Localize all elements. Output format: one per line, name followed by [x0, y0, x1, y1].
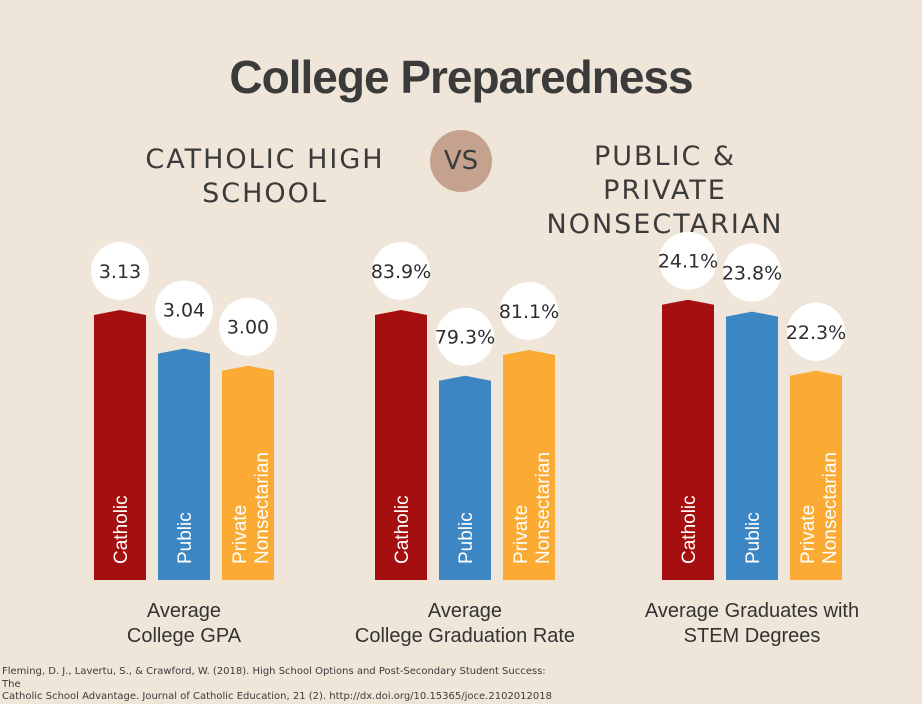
bar-private [790, 370, 842, 580]
page-title: College Preparedness [229, 51, 693, 103]
catholic-heading-line2: SCHOOL [202, 178, 328, 209]
bar-category-line: Public [175, 512, 196, 564]
bar-category-line: Catholic [392, 495, 413, 564]
value-bubble [436, 307, 494, 366]
bar-category-line: Catholic [679, 495, 700, 564]
bar-category-label: Public [456, 512, 477, 564]
citation-line1: Fleming, D. J., Lavertu, S., & Crawford,… [2, 666, 546, 690]
chart-2: 83.9% Catholic 79.3% Public 81.1% PrivateNons… [355, 242, 575, 647]
chart-3: 24.1% Catholic 23.8% Public 22.3% PrivateNons… [645, 231, 859, 647]
chart-caption: Average Graduates with [645, 600, 859, 622]
bar-catholic [94, 310, 146, 580]
bar-public [439, 375, 491, 580]
value-label: 24.1% [658, 251, 718, 273]
value-label: 3.04 [163, 300, 205, 322]
value-bubble [219, 297, 277, 356]
bar-private [222, 365, 274, 580]
bar-category-line: Private [511, 505, 532, 564]
value-label: 79.3% [435, 327, 495, 349]
value-label: 81.1% [499, 301, 559, 323]
bar-category-label: Public [175, 512, 196, 564]
value-bubble [659, 231, 717, 290]
value-bubble [155, 280, 213, 339]
chart-caption: STEM Degrees [684, 625, 821, 647]
bar-category-line: Private [798, 505, 819, 564]
public-private-heading-line2: NONSECTARIAN [546, 209, 784, 240]
bar-category-line: Nonsectarian [252, 452, 273, 564]
bar-category-label: Catholic [392, 495, 413, 564]
bar-category-line: Nonsectarian [533, 452, 554, 564]
chart-caption: College Graduation Rate [355, 625, 575, 647]
chart-caption: Average [428, 600, 502, 622]
bar-public [158, 348, 210, 580]
chart-1: 3.13 Catholic 3.04 Public 3.00 PrivateNonsect… [91, 242, 277, 647]
vs-badge: VS [430, 130, 492, 192]
bar-category-label: Catholic [679, 495, 700, 564]
value-label: 3.13 [99, 261, 141, 283]
value-label: 3.00 [227, 317, 269, 339]
public-private-heading: PUBLIC & PRIVATE NONSECTARIAN [530, 140, 800, 242]
value-label: 22.3% [786, 322, 846, 344]
bar-category-label: PrivateNonsectarian [230, 452, 273, 564]
catholic-heading: CATHOLIC HIGH SCHOOL [140, 143, 390, 211]
catholic-heading-line1: CATHOLIC HIGH [145, 144, 385, 175]
public-private-heading-line1: PUBLIC & PRIVATE [593, 141, 737, 206]
bar-category-label: PrivateNonsectarian [798, 452, 841, 564]
bar-category-line: Nonsectarian [820, 452, 841, 564]
value-bubble [372, 242, 430, 300]
chart-caption: Average [147, 600, 221, 622]
bar-category-label: Catholic [111, 495, 132, 564]
citation-line2: Catholic School Advantage. Journal of Ca… [2, 691, 552, 702]
bar-category-label: Public [743, 512, 764, 564]
value-label: 83.9% [371, 261, 431, 283]
value-bubble [723, 243, 781, 302]
value-label: 23.8% [722, 263, 782, 285]
citation-footer: Fleming, D. J., Lavertu, S., & Crawford,… [2, 666, 562, 704]
bar-category-line: Public [743, 512, 764, 564]
bar-category-line: Private [230, 505, 251, 564]
value-bubble [500, 282, 558, 340]
bar-catholic [662, 299, 714, 580]
value-bubble [91, 242, 149, 300]
bar-public [726, 311, 778, 580]
bar-private [503, 350, 555, 580]
bar-category-line: Catholic [111, 495, 132, 564]
chart-caption: College GPA [127, 625, 242, 647]
bar-category-line: Public [456, 512, 477, 564]
bar-catholic [375, 310, 427, 580]
bar-category-label: PrivateNonsectarian [511, 452, 554, 564]
value-bubble [787, 302, 845, 361]
